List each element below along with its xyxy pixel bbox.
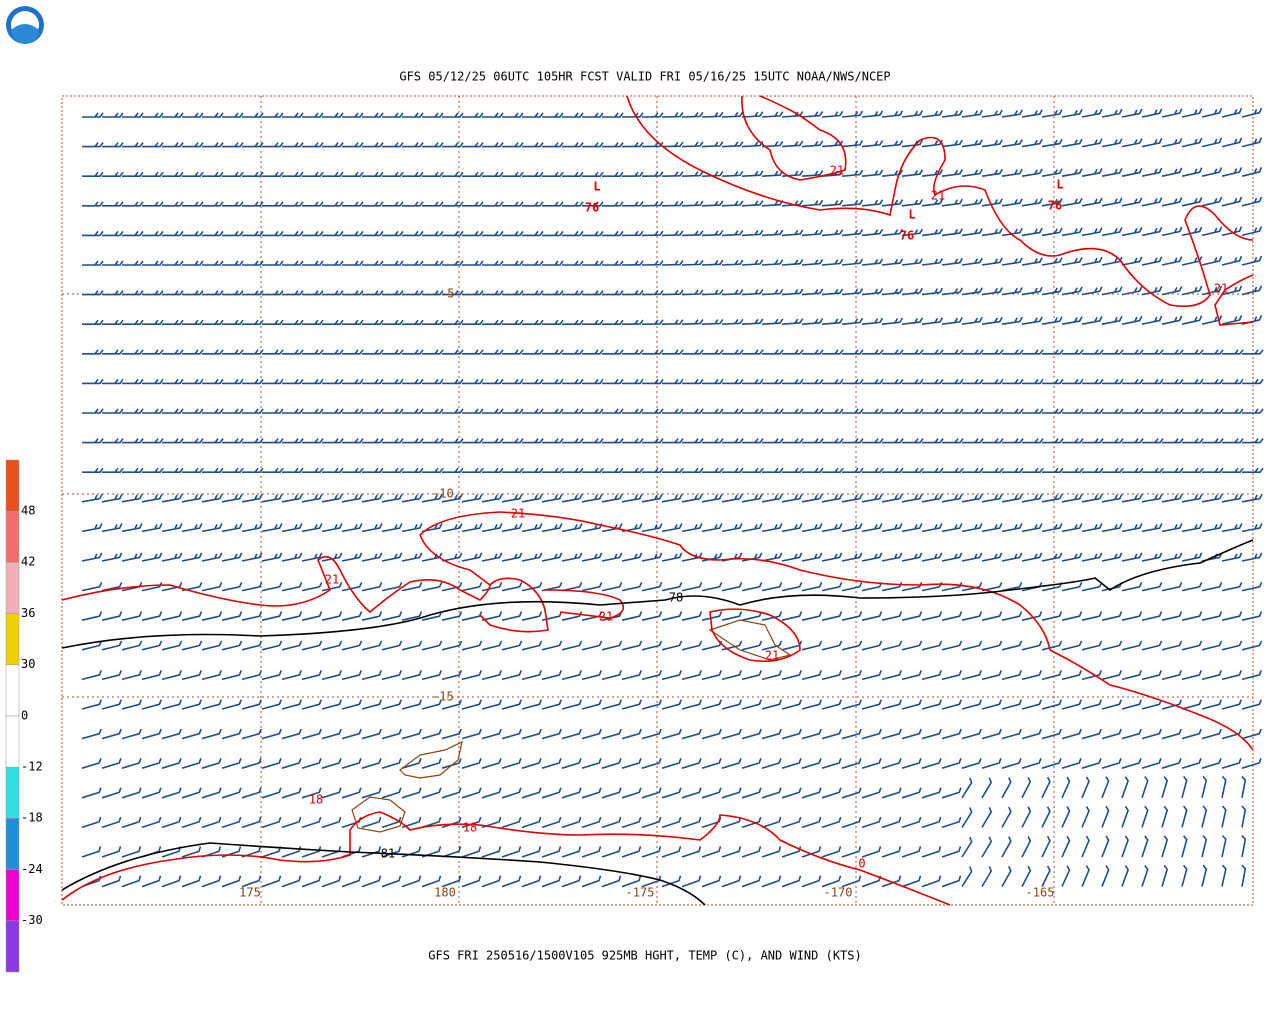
colorbar-label: -24 [21, 862, 43, 876]
colorbar-swatch [5, 715, 20, 768]
lon-label: 180 [434, 886, 456, 900]
contour-label: 18 [309, 793, 323, 807]
lat-label: -5 [440, 287, 454, 301]
title: GFS 05/12/25 06UTC 105HR FCST VALID FRI … [399, 70, 890, 84]
wind-barbs [81, 107, 1264, 888]
height-contours [61, 539, 1254, 906]
contour-label: 0 [858, 857, 865, 871]
colorbar-label: -18 [21, 811, 43, 825]
barb [81, 107, 1264, 888]
contour-label: 21 [325, 573, 339, 587]
colorbar-swatch [5, 510, 20, 563]
contour-label: 21 [599, 610, 613, 624]
lat-label: -10 [432, 487, 454, 501]
colorbar-label: 36 [21, 606, 35, 620]
low-symbol: L [908, 208, 915, 222]
low-value: 76 [900, 229, 914, 243]
lat-label: -15 [432, 690, 454, 704]
colorbar-label: 30 [21, 657, 35, 671]
contour-label: 21 [765, 649, 779, 663]
contour-label: 81 [381, 847, 395, 861]
contour-label: 21 [931, 189, 945, 203]
colorbar-label: -12 [21, 760, 43, 774]
colorbar-swatch [5, 766, 20, 819]
colorbar-swatch [5, 818, 20, 870]
colorbar-label: 0 [21, 708, 28, 722]
lon-label: -175 [626, 886, 655, 900]
lon-label: 175 [239, 886, 261, 900]
low-symbol: L [593, 180, 600, 194]
colorbar-swatch [5, 869, 20, 922]
lon-label: -170 [824, 886, 853, 900]
colorbar-swatch [5, 613, 20, 666]
colorbar-swatch [5, 459, 20, 512]
low-symbol: L [1056, 178, 1063, 192]
low-value: 76 [1048, 199, 1062, 213]
lon-label: -165 [1026, 886, 1055, 900]
colorbar-swatch [5, 920, 20, 973]
contour-label: 78 [669, 591, 683, 605]
coastlines [351, 619, 792, 833]
graticule [62, 96, 1253, 905]
colorbar-swatch [5, 562, 20, 614]
contour-label: 21 [1214, 282, 1228, 296]
footer: GFS FRI 250516/1500V105 925MB HGHT, TEMP… [428, 949, 861, 963]
colorbar-label: -30 [21, 913, 43, 927]
colorbar: 48 42 36 30 0 -12 -18 -24 -30 [5, 459, 43, 973]
colorbar-swatch [5, 664, 20, 717]
contour-label: 18 [463, 821, 477, 835]
low-value: 76 [585, 201, 599, 215]
temperature-contours [61, 95, 1254, 906]
contour-label: 21 [511, 507, 525, 521]
noaa-logo [6, 6, 44, 44]
colorbar-label: 42 [21, 555, 35, 569]
contour-label: 21 [830, 164, 844, 178]
colorbar-label: 48 [21, 504, 35, 518]
